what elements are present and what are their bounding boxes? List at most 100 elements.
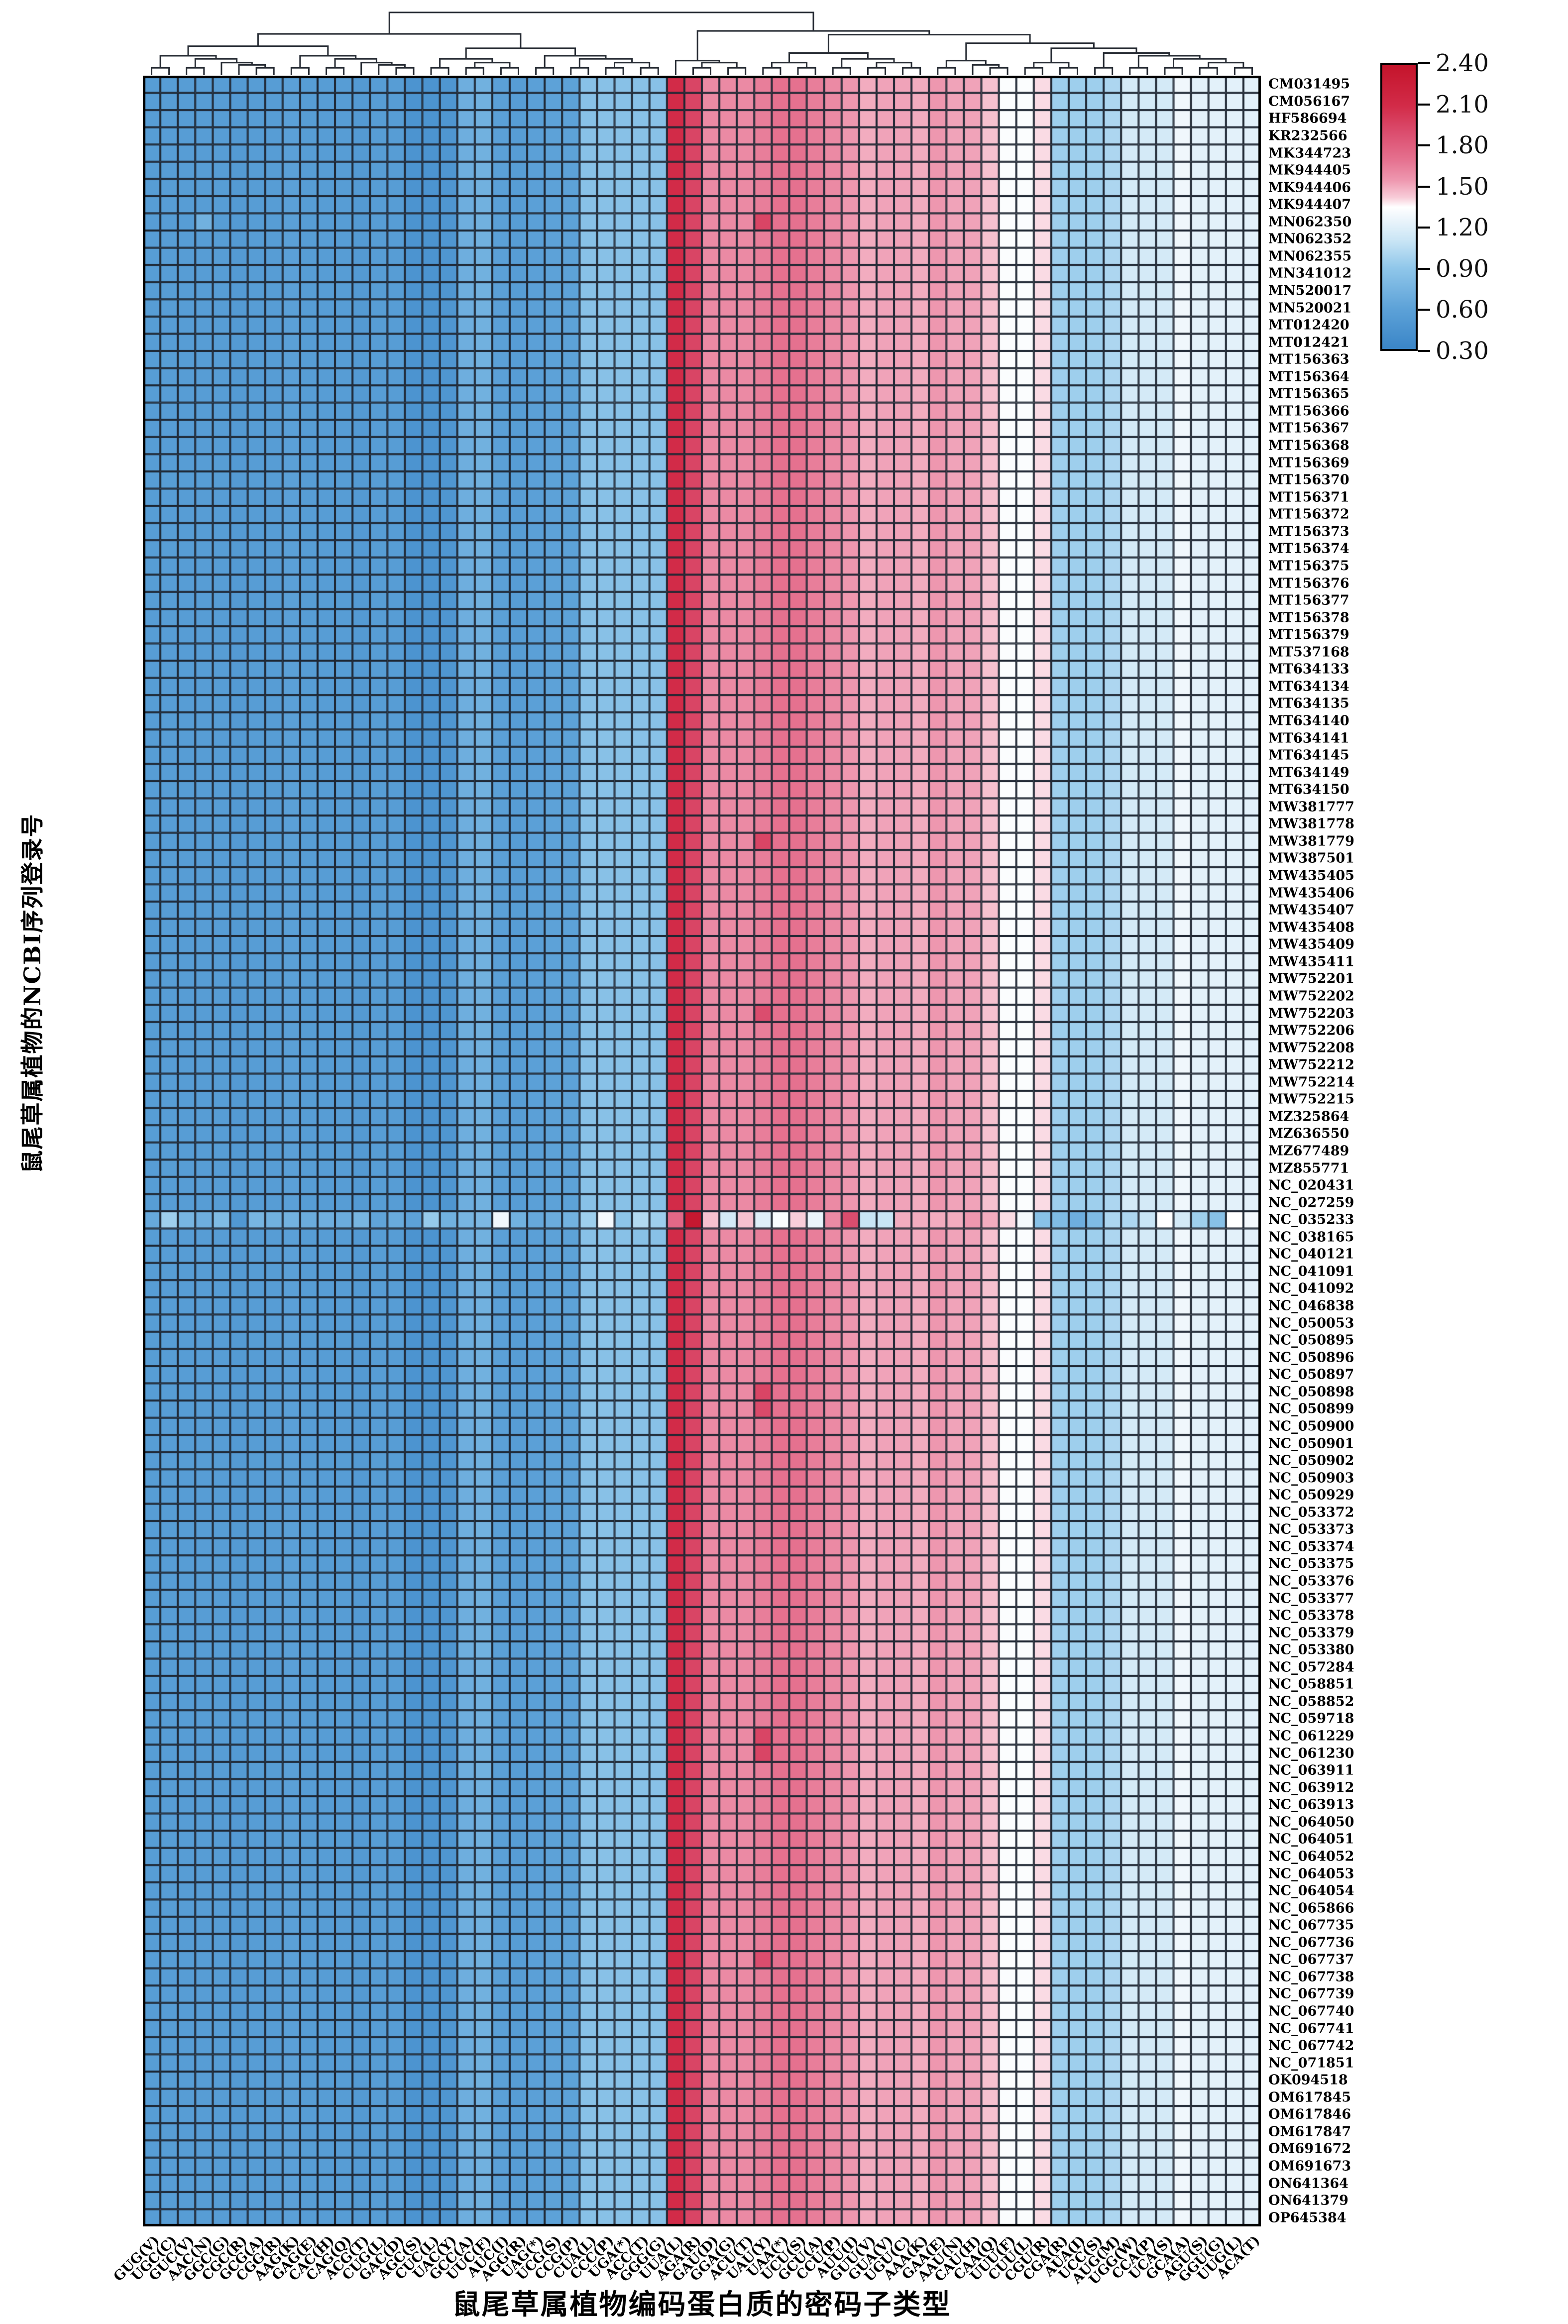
row-label-NC_027259: NC_027259 <box>1268 1195 1354 1211</box>
row-label-NC_067740: NC_067740 <box>1268 2003 1354 2019</box>
row-label-OM691673: OM691673 <box>1268 2158 1351 2174</box>
row-label-MW435409: MW435409 <box>1268 936 1354 952</box>
row-label-MN062350: MN062350 <box>1268 214 1352 230</box>
row-label-NC_053378: NC_053378 <box>1268 1608 1354 1624</box>
colorbar-tick-label-1.20: 1.20 <box>1436 214 1489 242</box>
colorbar-tick-label-0.30: 0.30 <box>1436 337 1489 365</box>
row-label-MW387501: MW387501 <box>1268 850 1354 866</box>
colorbar-tick-mark <box>1418 144 1430 147</box>
row-label-MK944406: MK944406 <box>1268 180 1351 196</box>
colorbar-tick-mark <box>1418 185 1430 188</box>
row-label-NC_050896: NC_050896 <box>1268 1350 1354 1366</box>
row-label-MW381778: MW381778 <box>1268 816 1354 832</box>
row-label-MN341012: MN341012 <box>1268 265 1352 281</box>
row-label-MT156371: MT156371 <box>1268 489 1349 505</box>
row-label-MW752201: MW752201 <box>1268 971 1354 987</box>
row-label-NC_063911: NC_063911 <box>1268 1762 1354 1778</box>
colorbar-tick-label-0.90: 0.90 <box>1436 254 1489 283</box>
row-label-OP645384: OP645384 <box>1268 2210 1346 2226</box>
row-label-MT634141: MT634141 <box>1268 730 1349 746</box>
row-label-MT156366: MT156366 <box>1268 403 1349 419</box>
row-label-ON641379: ON641379 <box>1268 2193 1348 2208</box>
row-label-MT156365: MT156365 <box>1268 386 1349 402</box>
colorbar-tick-mark <box>1418 103 1430 106</box>
row-label-NC_040121: NC_040121 <box>1268 1246 1354 1262</box>
row-label-NC_053373: NC_053373 <box>1268 1521 1354 1537</box>
colorbar-tick-mark <box>1418 227 1430 229</box>
row-label-MW435407: MW435407 <box>1268 902 1354 918</box>
row-label-MK944407: MK944407 <box>1268 197 1351 213</box>
row-label-OM617845: OM617845 <box>1268 2090 1351 2105</box>
row-label-OM691672: OM691672 <box>1268 2141 1351 2157</box>
colorbar-tick-mark <box>1418 309 1430 311</box>
row-label-NC_067742: NC_067742 <box>1268 2038 1354 2054</box>
row-label-NC_053380: NC_053380 <box>1268 1642 1354 1658</box>
row-label-CM031495: CM031495 <box>1268 76 1350 92</box>
row-label-NC_050898: NC_050898 <box>1268 1384 1354 1400</box>
y-axis-title: 鼠尾草属植物的NCBI序列登录号 <box>19 813 46 1173</box>
row-label-MT634149: MT634149 <box>1268 765 1349 781</box>
row-label-MT012421: MT012421 <box>1268 335 1349 350</box>
row-label-MT156369: MT156369 <box>1268 455 1349 471</box>
row-label-NC_053379: NC_053379 <box>1268 1625 1354 1641</box>
row-label-NC_046838: NC_046838 <box>1268 1298 1354 1314</box>
column-dendrogram <box>151 11 1253 75</box>
colorbar-tick-mark <box>1418 350 1430 352</box>
row-label-NC_038165: NC_038165 <box>1268 1229 1354 1245</box>
row-label-NC_071851: NC_071851 <box>1268 2055 1354 2071</box>
row-label-NC_020431: NC_020431 <box>1268 1177 1354 1193</box>
row-label-MT156377: MT156377 <box>1268 592 1349 608</box>
row-label-NC_058852: NC_058852 <box>1268 1694 1354 1710</box>
row-label-NC_064052: NC_064052 <box>1268 1849 1354 1864</box>
colorbar-tick-label-2.40: 2.40 <box>1436 49 1489 77</box>
dendrogram-lines <box>151 11 1253 75</box>
row-label-NC_067741: NC_067741 <box>1268 2021 1354 2037</box>
row-label-NC_053376: NC_053376 <box>1268 1573 1354 1589</box>
row-label-MT156373: MT156373 <box>1268 524 1349 540</box>
row-label-NC_050899: NC_050899 <box>1268 1401 1354 1417</box>
colorbar-tick-mark <box>1418 62 1430 64</box>
row-label-MZ636550: MZ636550 <box>1268 1126 1349 1142</box>
row-label-ON641364: ON641364 <box>1268 2176 1348 2192</box>
row-label-MT156379: MT156379 <box>1268 627 1349 643</box>
row-label-MT156367: MT156367 <box>1268 420 1349 436</box>
row-label-MW435406: MW435406 <box>1268 885 1354 901</box>
colorbar-tick-label-0.60: 0.60 <box>1436 296 1489 324</box>
row-label-MN520021: MN520021 <box>1268 300 1352 316</box>
row-label-NC_050900: NC_050900 <box>1268 1418 1354 1434</box>
row-label-MK944405: MK944405 <box>1268 162 1351 178</box>
colorbar-tick-label-2.10: 2.10 <box>1436 90 1489 118</box>
row-label-MT012420: MT012420 <box>1268 317 1349 333</box>
row-label-NC_050902: NC_050902 <box>1268 1453 1354 1469</box>
row-label-NC_058851: NC_058851 <box>1268 1676 1354 1692</box>
row-label-NC_065866: NC_065866 <box>1268 1900 1354 1916</box>
row-label-NC_053375: NC_053375 <box>1268 1556 1354 1572</box>
row-label-MK344723: MK344723 <box>1268 145 1351 161</box>
row-label-OM617846: OM617846 <box>1268 2106 1351 2122</box>
row-label-HF586694: HF586694 <box>1268 111 1347 126</box>
row-label-NC_059718: NC_059718 <box>1268 1711 1354 1727</box>
row-label-NC_067737: NC_067737 <box>1268 1952 1354 1968</box>
row-label-MW752214: MW752214 <box>1268 1074 1354 1090</box>
row-label-MT537168: MT537168 <box>1268 644 1349 660</box>
row-label-MT156364: MT156364 <box>1268 369 1349 385</box>
row-label-NC_050897: NC_050897 <box>1268 1367 1354 1383</box>
row-label-NC_053377: NC_053377 <box>1268 1591 1354 1607</box>
x-axis-title: 鼠尾草属植物编码蛋白质的密码子类型 <box>452 2288 952 2321</box>
row-label-MN520017: MN520017 <box>1268 283 1352 299</box>
row-label-MW752202: MW752202 <box>1268 988 1354 1004</box>
colorbar <box>1380 63 1418 351</box>
row-label-MW435405: MW435405 <box>1268 868 1354 884</box>
row-label-MT156376: MT156376 <box>1268 576 1349 591</box>
row-label-NC_041091: NC_041091 <box>1268 1264 1354 1279</box>
row-label-MT634133: MT634133 <box>1268 661 1349 677</box>
row-label-MZ855771: MZ855771 <box>1268 1161 1349 1176</box>
row-label-MT634145: MT634145 <box>1268 747 1349 763</box>
row-label-OK094518: OK094518 <box>1268 2072 1348 2088</box>
row-label-NC_050901: NC_050901 <box>1268 1436 1354 1452</box>
row-label-MW752215: MW752215 <box>1268 1091 1354 1107</box>
row-label-MT156363: MT156363 <box>1268 351 1349 367</box>
row-label-MT634134: MT634134 <box>1268 679 1349 695</box>
row-label-MT156368: MT156368 <box>1268 438 1349 454</box>
row-label-MW381777: MW381777 <box>1268 799 1354 815</box>
